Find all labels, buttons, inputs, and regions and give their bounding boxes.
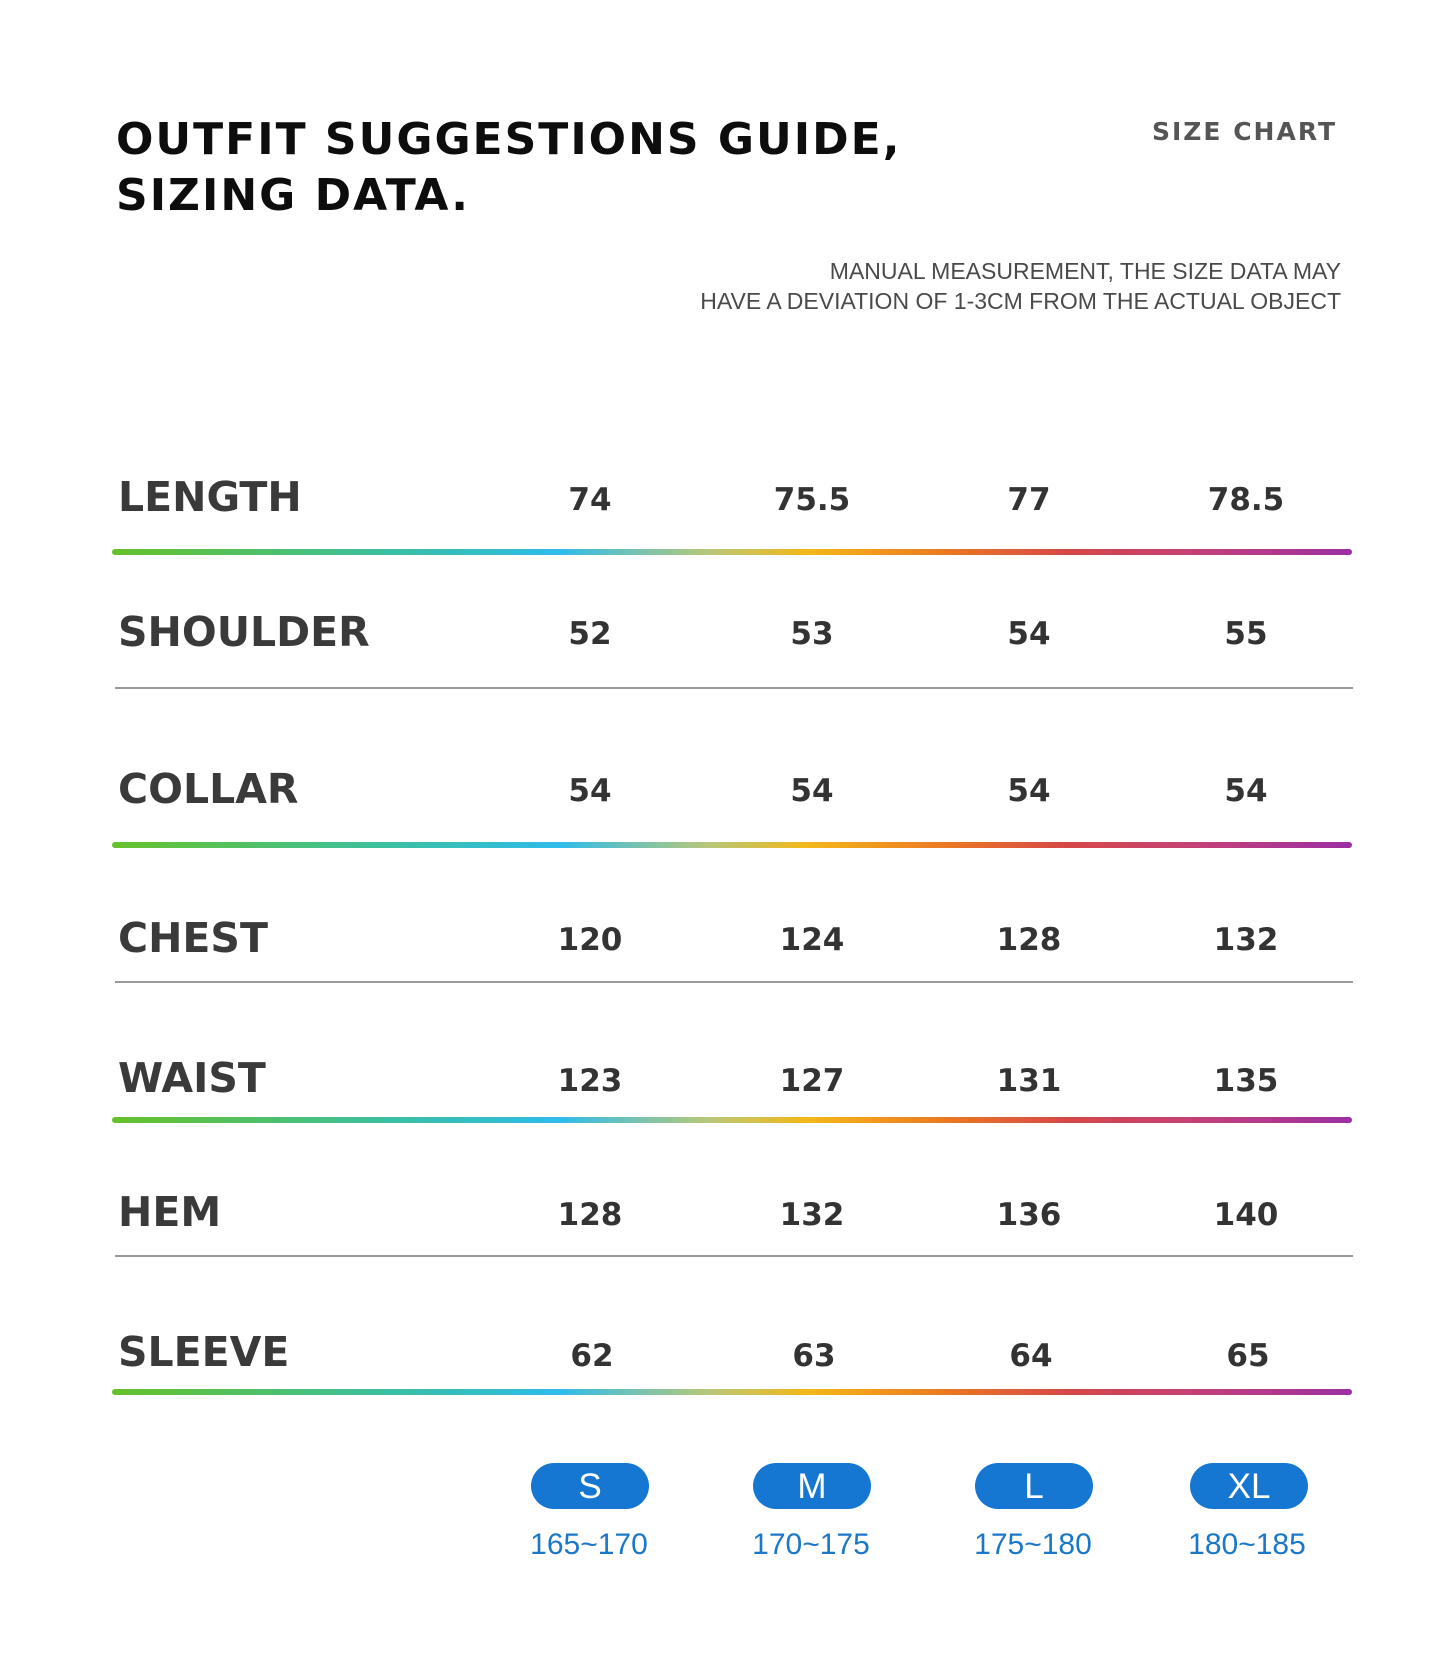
row-label-waist: WAIST xyxy=(118,1054,266,1102)
sleeve-l-value: 64 xyxy=(1009,1338,1053,1374)
hem-divider xyxy=(115,1255,1353,1257)
chest-divider xyxy=(115,981,1353,983)
size-m-pill: M xyxy=(753,1463,871,1509)
measurement-note: MANUAL MEASUREMENT, THE SIZE DATA MAY HA… xyxy=(700,256,1341,316)
hem-xl-value: 140 xyxy=(1213,1197,1279,1233)
size-s-height-range: 165~170 xyxy=(530,1528,648,1561)
size-l-height-range: 175~180 xyxy=(974,1528,1092,1561)
row-label-sleeve: SLEEVE xyxy=(118,1328,290,1376)
hem-l-value: 136 xyxy=(996,1197,1062,1233)
row-label-length: LENGTH xyxy=(118,473,302,521)
shoulder-l-value: 54 xyxy=(1007,616,1051,652)
length-divider xyxy=(112,549,1352,555)
size-l-pill: L xyxy=(975,1463,1093,1509)
length-l-value: 77 xyxy=(1007,482,1051,518)
row-label-chest: CHEST xyxy=(118,914,268,962)
title-line-1: OUTFIT SUGGESTIONS GUIDE, xyxy=(116,114,902,165)
sleeve-divider xyxy=(112,1389,1352,1395)
shoulder-m-value: 53 xyxy=(790,616,834,652)
hem-m-value: 132 xyxy=(779,1197,845,1233)
title-line-2: SIZING DATA. xyxy=(116,170,470,221)
length-xl-value: 78.5 xyxy=(1207,482,1285,518)
sleeve-s-value: 62 xyxy=(570,1338,614,1374)
note-line-1: MANUAL MEASUREMENT, THE SIZE DATA MAY xyxy=(829,258,1341,284)
size-xl-height-range: 180~185 xyxy=(1188,1528,1306,1561)
collar-xl-value: 54 xyxy=(1224,773,1268,809)
shoulder-s-value: 52 xyxy=(568,616,612,652)
hem-s-value: 128 xyxy=(557,1197,623,1233)
size-m-height-range: 170~175 xyxy=(752,1528,870,1561)
collar-s-value: 54 xyxy=(568,773,612,809)
size-xl-pill: XL xyxy=(1190,1463,1308,1509)
note-line-2: HAVE A DEVIATION OF 1-3CM FROM THE ACTUA… xyxy=(700,288,1341,314)
chest-s-value: 120 xyxy=(557,922,623,958)
size-s-pill: S xyxy=(531,1463,649,1509)
length-s-value: 74 xyxy=(568,482,612,518)
chest-xl-value: 132 xyxy=(1213,922,1279,958)
waist-xl-value: 135 xyxy=(1213,1063,1279,1099)
waist-m-value: 127 xyxy=(779,1063,845,1099)
waist-l-value: 131 xyxy=(996,1063,1062,1099)
row-label-shoulder: SHOULDER xyxy=(118,608,370,656)
page-title: OUTFIT SUGGESTIONS GUIDE, SIZING DATA. xyxy=(116,112,901,224)
collar-divider xyxy=(112,842,1352,848)
collar-m-value: 54 xyxy=(790,773,834,809)
shoulder-divider xyxy=(115,687,1353,689)
waist-s-value: 123 xyxy=(557,1063,623,1099)
chest-l-value: 128 xyxy=(996,922,1062,958)
row-label-collar: COLLAR xyxy=(118,765,299,813)
size-chart-label: SIZE CHART xyxy=(1151,117,1337,146)
length-m-value: 75.5 xyxy=(773,482,851,518)
chest-m-value: 124 xyxy=(779,922,845,958)
sleeve-m-value: 63 xyxy=(792,1338,836,1374)
sleeve-xl-value: 65 xyxy=(1226,1338,1270,1374)
collar-l-value: 54 xyxy=(1007,773,1051,809)
waist-divider xyxy=(112,1117,1352,1123)
shoulder-xl-value: 55 xyxy=(1224,616,1268,652)
row-label-hem: HEM xyxy=(118,1188,222,1236)
